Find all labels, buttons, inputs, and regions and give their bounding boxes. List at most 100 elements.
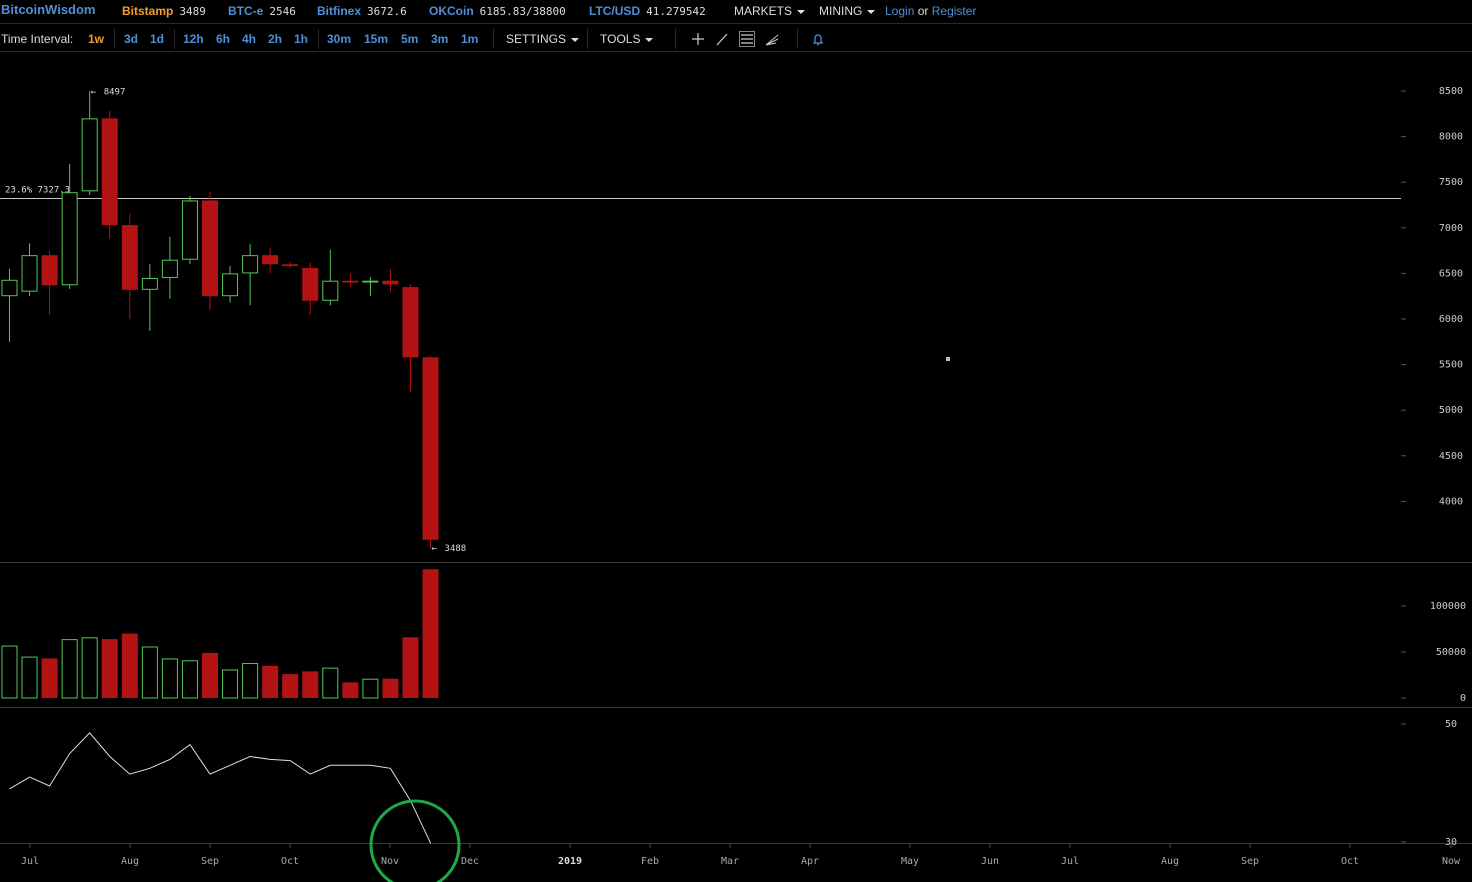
volume-bar xyxy=(1,645,18,699)
market-bitfinex[interactable]: Bitfinex 3672.6 xyxy=(317,4,407,18)
volume-tick-label: 100000 xyxy=(1430,601,1466,612)
candle-body xyxy=(282,264,299,267)
volume-bar xyxy=(302,671,319,698)
auth-links: Login or Register xyxy=(885,4,976,18)
interval-12h[interactable]: 12h xyxy=(183,32,204,46)
market-price: 41.279542 xyxy=(646,5,706,18)
time-tick-label: Mar xyxy=(721,856,739,867)
candle-body xyxy=(41,255,58,286)
price-tick-label: 7000 xyxy=(1439,223,1463,234)
toolbar-divider xyxy=(174,29,175,49)
time-tick-label: Sep xyxy=(1241,856,1259,867)
settings-menu[interactable]: SETTINGS xyxy=(506,32,580,46)
market-btce[interactable]: BTC-e 2546 xyxy=(228,4,296,18)
time-tick-label: Oct xyxy=(281,856,299,867)
time-tick-label: Aug xyxy=(1161,856,1179,867)
volume-bar xyxy=(81,637,98,699)
chevron-down-icon xyxy=(867,9,876,14)
crosshair-icon[interactable] xyxy=(688,29,708,49)
indicator-axis: 50 30 xyxy=(1401,719,1457,848)
interval-1w[interactable]: 1w xyxy=(88,32,105,46)
market-exchange: BTC-e xyxy=(228,4,264,18)
price-tick-label: 4000 xyxy=(1439,496,1463,507)
candle-body xyxy=(362,280,379,283)
price-chart[interactable]: 8500 8000 7500 7000 6500 6000 5500 5000 4500 4000… xyxy=(0,53,1472,882)
interval-6h[interactable]: 6h xyxy=(216,32,231,46)
volume-bar xyxy=(202,652,218,698)
fib-lines-icon[interactable] xyxy=(737,29,757,49)
chevron-down-icon xyxy=(797,9,806,14)
interval-5m[interactable]: 5m xyxy=(401,32,419,46)
volume-tick-label: 0 xyxy=(1460,693,1466,704)
login-link[interactable]: Login xyxy=(885,4,915,18)
candle-body xyxy=(382,280,399,285)
time-tick-label: Sep xyxy=(201,856,219,867)
toolbar-divider xyxy=(797,29,798,49)
market-bitstamp[interactable]: Bitstamp 3489 xyxy=(122,4,206,18)
candle-body xyxy=(422,357,439,540)
market-okcoin[interactable]: OKCoin 6185.83/38800 xyxy=(429,4,566,18)
time-interval-label: Time Interval: xyxy=(1,32,74,46)
tools-menu-label: TOOLS xyxy=(600,32,641,46)
volume-bar xyxy=(382,678,399,698)
interval-2h[interactable]: 2h xyxy=(268,32,283,46)
volume-bar xyxy=(101,639,118,698)
high-price-label: 8497 xyxy=(104,87,126,97)
candle-body xyxy=(302,267,319,301)
market-exchange: Bitstamp xyxy=(122,4,174,18)
toolbar-divider xyxy=(675,29,676,49)
interval-3d[interactable]: 3d xyxy=(124,32,139,46)
market-price: 3489 xyxy=(179,5,206,18)
interval-3m[interactable]: 3m xyxy=(431,32,449,46)
candle-body xyxy=(202,200,218,297)
volume-bar xyxy=(342,682,359,698)
tools-menu[interactable]: TOOLS xyxy=(600,32,654,46)
market-price: 3672.6 xyxy=(367,5,407,18)
market-exchange: OKCoin xyxy=(429,4,474,18)
interval-4h[interactable]: 4h xyxy=(242,32,257,46)
alert-bell-icon[interactable] xyxy=(808,29,828,49)
price-tick-label: 7500 xyxy=(1439,177,1463,188)
time-tick-label: Nov xyxy=(381,856,399,867)
high-arrow-icon: ← xyxy=(91,87,97,97)
candle-body xyxy=(21,255,38,292)
interval-15m[interactable]: 15m xyxy=(364,32,389,46)
candle-body xyxy=(101,118,118,226)
indicator-tick-label: 50 xyxy=(1445,719,1457,730)
price-tick-label: 5000 xyxy=(1439,405,1463,416)
interval-1d[interactable]: 1d xyxy=(150,32,165,46)
volume-bar xyxy=(362,678,379,699)
candle-body xyxy=(181,200,198,260)
chart-toolbar: Time Interval: 1w 3d 1d 12h 6h 4h 2h 1h … xyxy=(0,25,1472,52)
volume-bar xyxy=(422,569,439,698)
low-price-label: 3488 xyxy=(445,544,467,554)
highlight-circle xyxy=(369,799,461,882)
time-tick-label: Oct xyxy=(1341,856,1359,867)
mining-menu[interactable]: MINING xyxy=(819,4,876,18)
indicator-tick-label: 30 xyxy=(1445,837,1457,848)
interval-1h[interactable]: 1h xyxy=(294,32,309,46)
time-tick-label: May xyxy=(901,856,919,867)
low-arrow-icon: ← xyxy=(432,544,438,554)
line-draw-icon[interactable] xyxy=(712,29,732,49)
markets-menu[interactable]: MARKETS xyxy=(734,4,806,18)
fan-icon[interactable] xyxy=(762,29,782,49)
volume-bar xyxy=(222,669,239,699)
register-link[interactable]: Register xyxy=(931,4,977,18)
volume-bar xyxy=(61,639,78,699)
time-tick-label: Jul xyxy=(21,856,39,867)
price-tick-label: 4500 xyxy=(1439,451,1463,462)
market-price: 6185.83/38800 xyxy=(479,5,566,18)
volume-bar xyxy=(41,658,58,698)
markets-menu-label: MARKETS xyxy=(734,4,793,18)
top-navigation-bar: BitcoinWisdom Bitstamp 3489 BTC-e 2546 Bit… xyxy=(0,0,1472,24)
time-tick-label: Apr xyxy=(801,856,819,867)
market-exchange: Bitfinex xyxy=(317,4,362,18)
brand-logo[interactable]: BitcoinWisdom xyxy=(1,2,96,17)
interval-1m[interactable]: 1m xyxy=(461,32,479,46)
time-tick-label: Now xyxy=(1442,856,1461,867)
interval-30m[interactable]: 30m xyxy=(327,32,352,46)
time-axis: Jul Aug Sep Oct Nov Dec 2019 Feb Mar Apr May Jun Jul… xyxy=(21,844,1461,867)
candle-body xyxy=(402,287,419,358)
market-ltcusd[interactable]: LTC/USD 41.279542 xyxy=(589,4,706,18)
